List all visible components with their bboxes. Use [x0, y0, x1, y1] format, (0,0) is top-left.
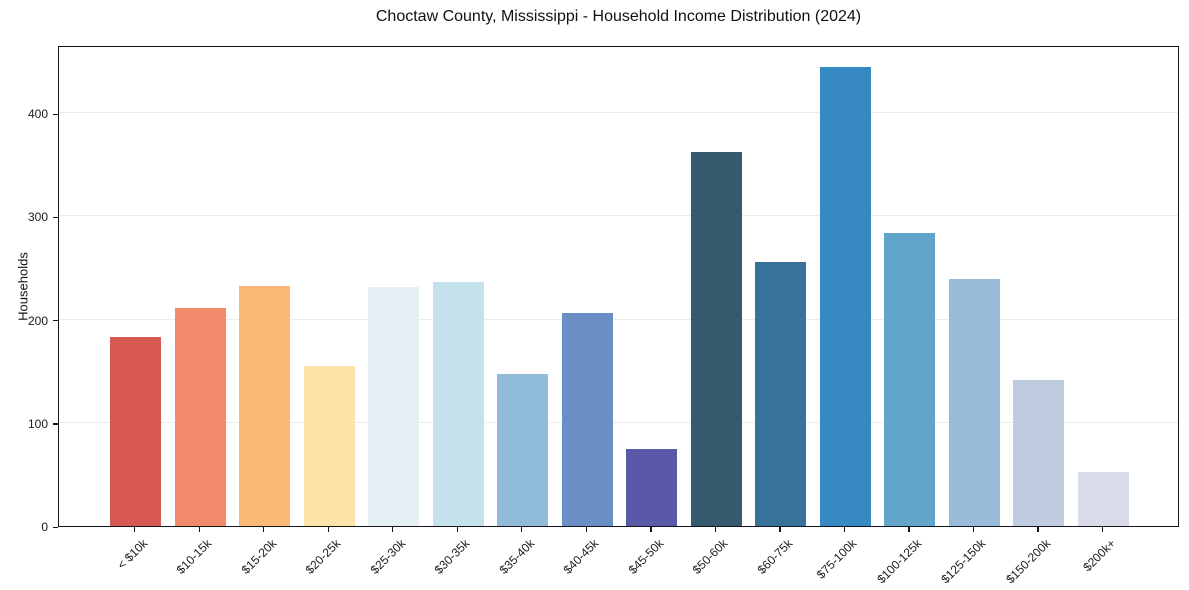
x-tick-mark-11 [779, 527, 781, 532]
bar-10-15k [174, 308, 226, 526]
x-tick-mark-12 [843, 527, 846, 532]
gridline-y100 [59, 421, 1178, 423]
bar-75-100k [819, 66, 871, 526]
bar-200k [1078, 472, 1129, 526]
bar-150-200k [1013, 380, 1065, 526]
x-tick-mark-7 [521, 527, 523, 532]
bar-35-40k [497, 374, 549, 526]
bar-100-125k [884, 232, 936, 526]
bar-10k [110, 337, 161, 526]
bar-30-35k [432, 282, 484, 526]
x-tick-mark-15 [1037, 527, 1039, 532]
y-tick-label-0: 0 [41, 520, 48, 534]
y-tick-mark-0 [53, 526, 58, 528]
x-tick-mark-8 [585, 527, 588, 532]
x-tick-mark-16 [1102, 527, 1104, 532]
plot-area [58, 46, 1179, 527]
y-tick-label-400: 400 [27, 107, 48, 122]
x-tick-mark-6 [456, 527, 458, 532]
x-tick-mark-14 [972, 527, 975, 532]
x-tick-label-1: < $10k [114, 536, 150, 572]
x-tick-mark-10 [714, 527, 717, 532]
y-tick-mark-200 [53, 320, 58, 322]
bar-50-60k [690, 152, 742, 526]
y-tick-mark-400 [53, 113, 58, 115]
y-tick-mark-300 [53, 216, 58, 219]
x-tick-mark-2 [198, 527, 200, 532]
y-tick-label-200: 200 [27, 313, 48, 328]
x-tick-mark-9 [650, 527, 652, 532]
bar-20-25k [303, 366, 355, 526]
x-tick-mark-4 [327, 527, 329, 532]
bar-40-45k [561, 313, 613, 526]
bar-25-30k [368, 286, 420, 526]
y-tick-label-300: 300 [27, 210, 48, 225]
x-tick-mark-5 [392, 527, 394, 532]
bar-125-150k [948, 279, 1000, 526]
chart-title: Choctaw County, Mississippi - Household … [375, 8, 862, 25]
gridline-y400 [59, 112, 1178, 114]
x-tick-mark-3 [263, 527, 265, 532]
bar-15-20k [239, 285, 291, 526]
x-tick-mark-1 [134, 527, 136, 532]
y-tick-mark-100 [53, 423, 58, 425]
x-tick-mark-13 [908, 527, 910, 532]
bar-45-50k [626, 448, 678, 526]
gridline-y200 [59, 318, 1178, 320]
gridline-y300 [59, 215, 1178, 217]
bar-60-75k [755, 261, 807, 526]
y-tick-label-100: 100 [27, 416, 48, 431]
